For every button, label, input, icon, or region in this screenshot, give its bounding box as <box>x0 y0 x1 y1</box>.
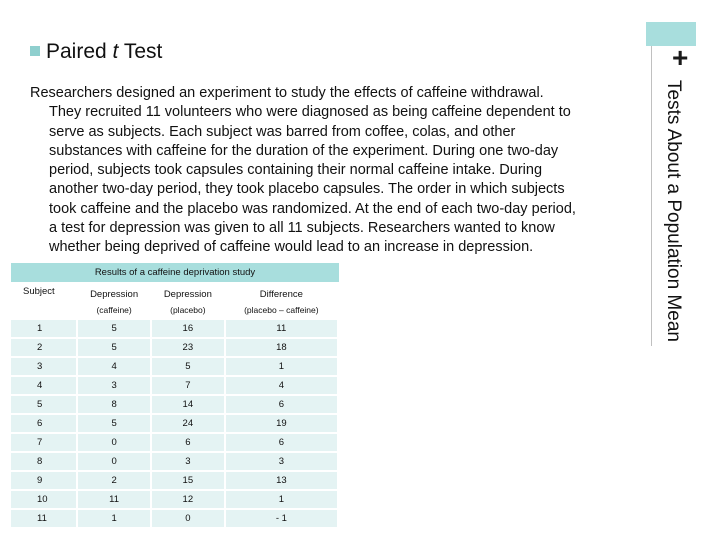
table-cell: 3 <box>11 358 77 375</box>
table-cell: 16 <box>151 320 224 337</box>
heading-suffix: Test <box>123 40 163 63</box>
table-cell: 5 <box>151 358 224 375</box>
table-cell: 2 <box>78 472 150 489</box>
results-table: Subject Depression (caffeine) Depression (pl… <box>9 282 339 529</box>
table-cell: 5 <box>11 396 77 413</box>
table-cell: 6 <box>225 434 337 451</box>
paragraph-line: period, subjects took capsules containin… <box>49 162 543 179</box>
paragraph-line: a test for depression was given to all 1… <box>49 220 555 237</box>
table-row: 9 2 15 13 <box>11 472 337 489</box>
table-cell: 6 <box>151 434 224 451</box>
paragraph-line: substances with caffeine for the duratio… <box>49 142 559 159</box>
table-cell: 9 <box>11 472 77 489</box>
table-cell: 13 <box>225 472 337 489</box>
table-cell: 19 <box>225 415 337 432</box>
table-row: 1 5 16 11 <box>11 320 337 337</box>
table-cell: 0 <box>151 510 224 527</box>
table-cell: 24 <box>151 415 224 432</box>
table-cell: 1 <box>11 320 77 337</box>
table-cell: 3 <box>78 377 150 394</box>
column-header: Subject <box>11 284 77 318</box>
table-row: 10 11 12 1 <box>11 491 337 508</box>
column-header-title: Subject <box>23 286 55 297</box>
table-cell: 2 <box>11 339 77 356</box>
slide-heading: Paired t Test <box>30 40 162 64</box>
table-cell: 0 <box>78 453 150 470</box>
table-cell: 3 <box>225 453 337 470</box>
table-cell: 3 <box>151 453 224 470</box>
table-header-row: Subject Depression (caffeine) Depression (pl… <box>11 284 337 318</box>
paragraph-line: took caffeine and the placebo was random… <box>49 200 576 217</box>
plus-icon: + <box>672 42 689 73</box>
table-cell: 1 <box>225 358 337 375</box>
paragraph-line: Researchers designed an experiment to st… <box>30 85 544 101</box>
table-cell: 23 <box>151 339 224 356</box>
table-cell: 5 <box>78 339 150 356</box>
table-cell: 4 <box>225 377 337 394</box>
paragraph-line: whether being deprived of caffeine would… <box>49 239 534 256</box>
heading-italic-t: t <box>112 40 119 63</box>
column-header: Depression (placebo) <box>151 284 224 318</box>
table-cell: 6 <box>11 415 77 432</box>
column-header-subtitle: (placebo) <box>170 305 206 315</box>
table-row: 6 5 24 19 <box>11 415 337 432</box>
table-cell: 12 <box>151 491 224 508</box>
column-header: Depression (caffeine) <box>78 284 150 318</box>
table-row: 2 5 23 18 <box>11 339 337 356</box>
table-cell: 4 <box>78 358 150 375</box>
table-cell: 18 <box>225 339 337 356</box>
square-bullet-icon <box>30 46 40 56</box>
paragraph-line: They recruited 11 volunteers who were di… <box>49 104 571 121</box>
table-cell: 11 <box>225 320 337 337</box>
table-cell: 5 <box>78 415 150 432</box>
table-cell: 11 <box>78 491 150 508</box>
table-row: 5 8 14 6 <box>11 396 337 413</box>
corner-accent-block <box>646 22 696 46</box>
table-cell: 11 <box>11 510 77 527</box>
table-cell: 5 <box>78 320 150 337</box>
column-header-subtitle: (caffeine) <box>96 305 132 315</box>
study-description: Researchers designed an experiment to st… <box>30 84 638 258</box>
column-header-subtitle: (placebo – caffeine) <box>244 305 319 315</box>
heading-prefix: Paired <box>46 40 107 63</box>
column-header-title: Depression <box>90 289 139 300</box>
table-cell: 8 <box>11 453 77 470</box>
table-cell: 8 <box>78 396 150 413</box>
column-header: Difference (placebo – caffeine) <box>225 284 337 318</box>
column-header-title: Difference <box>259 289 303 300</box>
table-caption: Results of a caffeine deprivation study <box>11 263 339 282</box>
column-header-title: Depression <box>163 289 212 300</box>
table-cell: 1 <box>78 510 150 527</box>
table-cell: 14 <box>151 396 224 413</box>
table-cell: 6 <box>225 396 337 413</box>
table-body: 1 5 16 11 2 5 23 18 3 4 5 1 4 3 7 4 5 8 14 6 6 5 24 19 7 0 6 6 8 0 3 3 9… <box>11 320 337 527</box>
table-row: 11 1 0- 1 <box>11 510 337 527</box>
table-cell: - 1 <box>225 510 337 527</box>
table-cell: 15 <box>151 472 224 489</box>
table-cell: 10 <box>11 491 77 508</box>
table-cell: 7 <box>151 377 224 394</box>
results-table-container: Results of a caffeine deprivation study … <box>11 263 339 529</box>
paragraph-line: another two-day period, they took placeb… <box>49 181 565 198</box>
table-cell: 4 <box>11 377 77 394</box>
vertical-divider <box>651 46 652 346</box>
table-cell: 1 <box>225 491 337 508</box>
paragraph-line: serve as subjects. Each subject was barr… <box>49 123 516 140</box>
table-cell: 7 <box>11 434 77 451</box>
table-cell: 0 <box>78 434 150 451</box>
side-title: Tests About a Population Mean <box>663 80 684 342</box>
